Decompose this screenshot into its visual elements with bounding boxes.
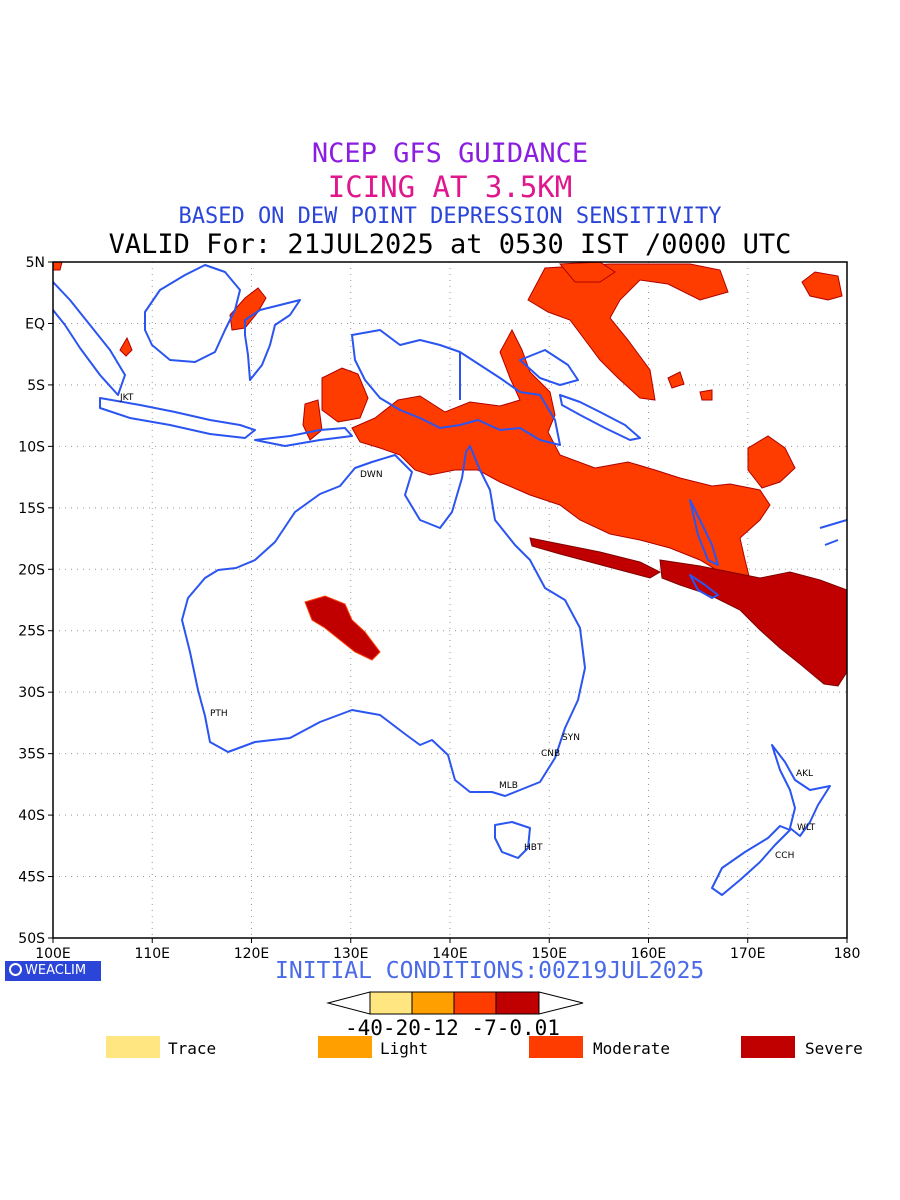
lat-label: 40S [18,808,45,824]
icing-area-moderate-patch-f [119,336,133,357]
icing-area-moderate-patch-h [667,371,685,389]
lat-label: 20S [18,562,45,578]
coast-sulawesi [244,299,301,381]
weaclim-logo: WEACLIM [5,961,101,981]
coast-solomons [559,394,641,441]
icing-area-moderate-main [351,328,771,581]
city-cch: CCH [775,851,794,861]
city-jkt: JKT [119,393,134,403]
coast-vanuatu [689,499,719,566]
coast-bismarck [519,349,579,386]
city-labels: JKT DWN PTH SYN CNB MLB HBT AKL WLT CCH [119,393,816,861]
lon-label: 110E [134,946,170,962]
lat-label: 35S [18,747,45,763]
coast-nz-north [771,744,831,837]
legend-label-moderate: Moderate [593,1039,671,1058]
lon-label: 100E [35,946,71,962]
legend-swatch-trace [106,1036,160,1058]
coast-australia [181,445,586,797]
icing-areas [53,262,847,687]
logo-icon [9,963,22,976]
lat-labels: 5N EQ 5S 10S 15S 20S 25S 30S 35S 40S 45S 50S [18,255,45,947]
icing-area-moderate-patch-g [53,262,63,271]
icing-area-moderate-patch-b [302,399,323,441]
title-field: ICING AT 3.5KM [327,170,573,204]
lat-label: 25S [18,624,45,640]
lat-label: 5N [26,255,45,271]
city-mlb: MLB [499,781,518,791]
coast-borneo [144,264,241,363]
legend-swatch-moderate [529,1036,583,1058]
city-pth: PTH [210,709,228,719]
lat-label: 45S [18,870,45,886]
coastlines [53,264,847,896]
icing-area-severe-inland [304,595,381,661]
icing-area-moderate-north [527,263,729,401]
lat-label: 5S [27,378,45,394]
lon-label: 140E [432,946,468,962]
lat-label: 10S [18,439,45,455]
legend-label-light: Light [380,1039,429,1058]
city-wlt: WLT [797,823,816,833]
coast-lesser-sunda [254,427,353,447]
lon-label: 130E [333,946,369,962]
title-model: NCEP GFS GUIDANCE [311,138,589,169]
lon-labels: 100E 110E 120E 130E 140E 150E 160E 170E 180 [35,946,860,962]
lon-label: 180 [834,946,861,962]
icing-area-moderate-patch-c [229,287,267,331]
city-akl: AKL [796,769,813,779]
coast-sumatra [53,281,126,396]
coast-new-guinea [351,329,561,446]
city-cnb: CNB [541,749,560,759]
lon-label: 150E [531,946,567,962]
lon-label: 120E [234,946,270,962]
coast-new-caledonia [689,574,719,599]
city-hbt: HBT [524,843,543,853]
legend-swatch-light [318,1036,372,1058]
icing-area-moderate-patch-e [801,271,843,301]
icing-area-severe-fringe [529,537,662,579]
coast-nz-south [711,825,791,896]
title-valid-time: VALID For: 21JUL2025 at 0530 IST /0000 U… [108,229,792,260]
lat-label: 50S [18,931,45,947]
legend-label-trace: Trace [168,1039,217,1058]
title-method: BASED ON DEW POINT DEPRESSION SENSITIVIT… [178,204,722,229]
coast-fiji [819,519,847,546]
city-syn: SYN [562,733,580,743]
initial-conditions: INITIAL CONDITIONS:00Z19JUL2025 [275,958,705,984]
icing-area-moderate-patch-d [747,435,796,489]
legend-label-severe: Severe [805,1039,863,1058]
coast-java [99,397,256,439]
lon-label: 160E [631,946,667,962]
lat-label: 30S [18,685,45,701]
colorbar-tick-labels: -40-20-12 -7-0.01 [345,1016,560,1040]
coast-tasmania [494,821,531,859]
legend-swatch-severe [741,1036,795,1058]
city-dwn: DWN [360,470,383,480]
icing-area-moderate-patch-i [699,389,713,401]
logo-text: WEACLIM [25,963,87,978]
lon-label: 170E [730,946,766,962]
icing-area-moderate-patch-a [321,367,369,423]
icing-area-severe [659,559,847,687]
lat-label: EQ [25,316,45,332]
axis-ticks [48,261,848,943]
lat-label: 15S [18,501,45,517]
